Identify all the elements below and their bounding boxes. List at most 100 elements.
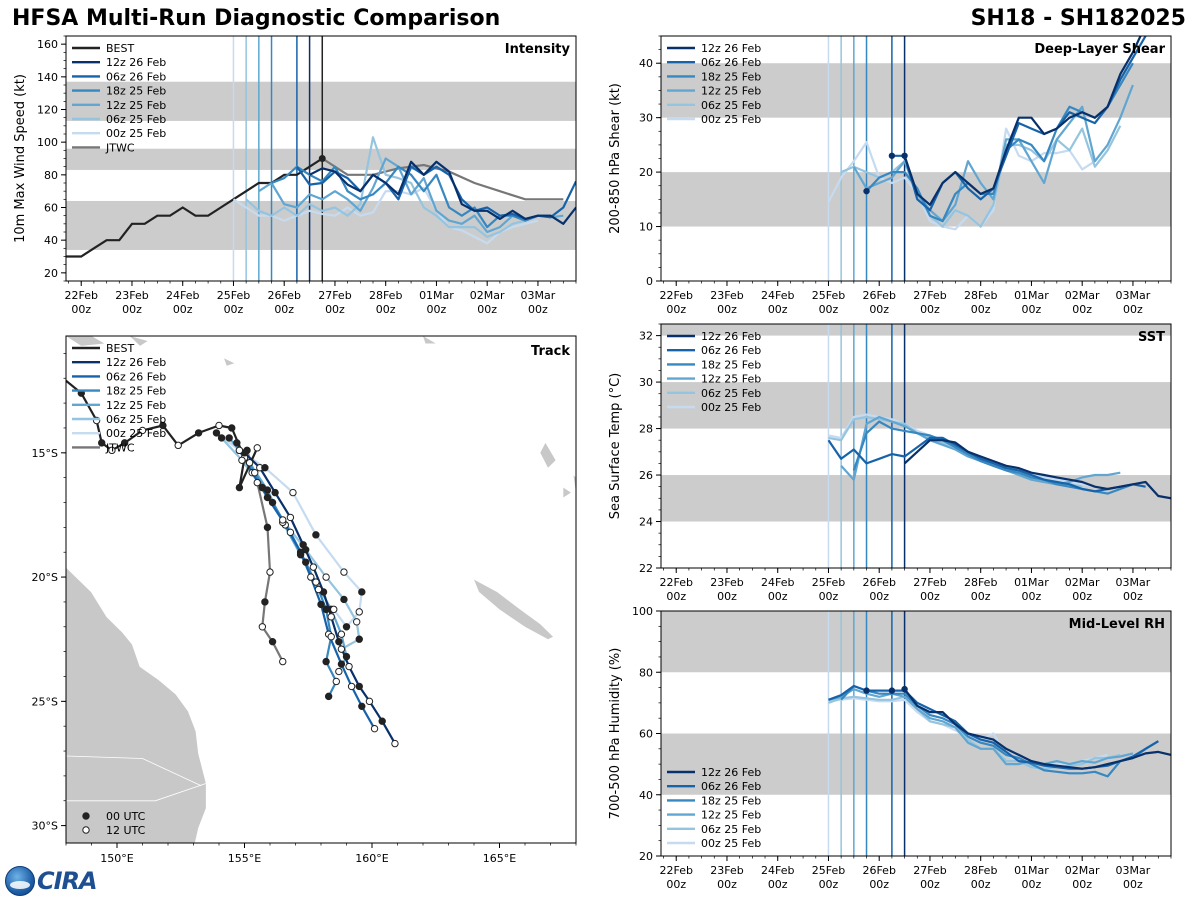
island <box>423 336 436 344</box>
intensity-xtick-label: 28Feb <box>369 289 402 302</box>
shear-series-line <box>852 84 1134 223</box>
sst-shaded-band <box>661 324 1171 336</box>
rh-ylabel: 700-500 hPa Humidity (%) <box>608 648 623 820</box>
track-run-marker <box>327 613 335 621</box>
track-best-marker <box>194 429 203 437</box>
intensity-best-line <box>66 157 323 258</box>
rh-ytick-label: 100 <box>632 605 653 618</box>
intensity-xtick-label: 00z <box>325 303 345 316</box>
rh-xtick-label: 23Feb <box>710 864 743 877</box>
shear-xtick-label: 28Feb <box>964 289 997 302</box>
track-run-marker <box>312 578 320 586</box>
rh-ytick-label: 40 <box>639 789 653 802</box>
sst-ytick-label: 22 <box>639 562 653 575</box>
shear-xtick-label: 00z <box>869 303 889 316</box>
shear-xtick-label: 03Mar <box>1116 289 1151 302</box>
track-jtwc-marker <box>258 623 267 631</box>
track-run-marker <box>355 682 363 691</box>
track-run-marker <box>342 652 351 661</box>
track-run-marker <box>322 657 330 666</box>
sst-ytick-label: 26 <box>639 469 653 482</box>
track-xtick-label: 165°E <box>483 852 516 865</box>
state-border <box>66 783 207 802</box>
intensity-legend-label: 06z 26 Feb <box>106 70 166 83</box>
intensity-best-marker <box>318 155 326 162</box>
intensity-panel-title: Intensity <box>505 42 571 57</box>
shear-ytick-label: 20 <box>639 166 653 179</box>
track-legend-label: JTWC <box>105 441 135 454</box>
track-run-marker <box>355 635 363 643</box>
intensity-ytick-label: 40 <box>44 234 58 247</box>
intensity-legend-label: JTWC <box>105 141 135 154</box>
track-run-marker <box>337 630 346 638</box>
shear-xtick-label: 01Mar <box>1014 289 1049 302</box>
track-run-marker <box>258 483 267 492</box>
intensity-ytick-label: 140 <box>37 71 58 84</box>
track-xtick-label: 155°E <box>228 852 261 865</box>
rh-xtick-label: 24Feb <box>761 864 794 877</box>
sst-xtick-label: 22Feb <box>659 576 692 589</box>
australia-landmass <box>66 566 207 843</box>
track-run-marker <box>327 633 335 641</box>
shear-legend-label: 00z 25 Feb <box>701 113 761 126</box>
track-run-marker <box>345 662 353 671</box>
shear-xtick-label: 22Feb <box>659 289 692 302</box>
shear-shaded-band <box>661 172 1171 227</box>
panel-rh: 2040608010022Feb00z23Feb00z24Feb00z25Feb… <box>608 605 1172 891</box>
track-legend-label: 06z 26 Feb <box>106 370 166 383</box>
track-best-marker <box>138 426 147 435</box>
sst-legend-label: 12z 25 Feb <box>701 373 761 386</box>
sst-xtick-label: 00z <box>717 590 737 603</box>
track-run-marker <box>235 446 244 455</box>
track-jtwc-marker <box>266 568 274 576</box>
sst-ytick-label: 24 <box>639 516 653 529</box>
shear-legend-label: 12z 25 Feb <box>701 85 761 98</box>
track-run-marker <box>268 498 277 507</box>
vanuatu-island <box>563 487 571 498</box>
track-legend-label: 00z 25 Feb <box>106 427 166 440</box>
rh-shaded-band <box>661 733 1171 795</box>
shear-ytick-label: 10 <box>639 221 653 234</box>
intensity-xtick-label: 25Feb <box>217 289 250 302</box>
rh-shaded-band <box>661 611 1171 673</box>
track-panel-title: Track <box>531 344 570 359</box>
shear-ytick-label: 30 <box>639 112 653 125</box>
track-jtwc-line <box>245 449 284 663</box>
shear-xtick-label: 00z <box>1123 303 1143 316</box>
shear-legend-label: 06z 26 Feb <box>701 56 761 69</box>
island <box>224 358 235 366</box>
sst-ytick-label: 28 <box>639 423 653 436</box>
shear-series-line <box>903 36 1142 206</box>
rh-xtick-label: 03Mar <box>1116 864 1151 877</box>
shear-ytick-label: 0 <box>646 275 653 288</box>
track-run-marker <box>391 739 399 748</box>
intensity-ytick-label: 160 <box>37 38 58 51</box>
track-run-marker <box>286 528 295 537</box>
track-run-marker <box>312 531 320 539</box>
vanuatu-island <box>573 475 576 493</box>
rh-xtick-label: 22Feb <box>659 864 692 877</box>
rh-xtick-label: 02Mar <box>1065 864 1100 877</box>
intensity-series-line <box>309 160 576 225</box>
track-best-marker <box>98 439 106 447</box>
panel-track: 150°E 155°E 160°E 165°E 15°S 20°S 25°S 30°S Trac… <box>32 335 577 865</box>
sst-xtick-label: 00z <box>768 590 788 603</box>
sst-series-line <box>903 439 1171 500</box>
sst-xtick-label: 02Mar <box>1065 576 1100 589</box>
track-best-marker <box>235 483 244 492</box>
rh-xtick-label: 00z <box>971 878 991 891</box>
track-run-marker <box>370 724 379 733</box>
sst-xtick-label: 27Feb <box>913 576 946 589</box>
track-run-marker <box>238 456 246 464</box>
sst-legend-label: 06z 26 Feb <box>701 344 761 357</box>
intensity-xtick-label: 00z <box>274 303 294 316</box>
track-run-marker <box>309 563 318 571</box>
track-run-marker <box>314 585 323 594</box>
intensity-xtick-label: 00z <box>173 303 193 316</box>
intensity-legend-label: BEST <box>106 42 134 55</box>
rh-xtick-label: 00z <box>768 878 788 891</box>
track-run-marker <box>340 568 348 576</box>
sst-xtick-label: 00z <box>1022 590 1042 603</box>
rh-series-line <box>840 684 1159 778</box>
sst-xtick-label: 25Feb <box>812 576 845 589</box>
